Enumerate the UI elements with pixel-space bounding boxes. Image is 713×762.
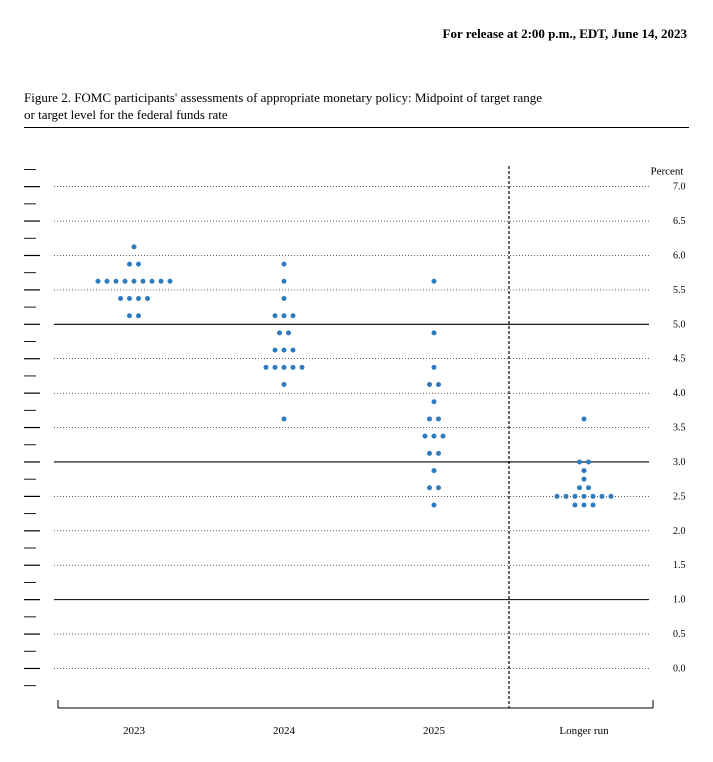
dot [423, 434, 428, 439]
x-tick-label: 2024 [273, 725, 296, 737]
y-tick-label: 4.0 [673, 388, 686, 399]
dot [282, 279, 287, 284]
dot-plot-chart: 0.0 0.5 1.0 1.5 2.0 2.5 3.0 3.5 4.0 4.5 5.0 5.5 6.0 6… [24, 156, 689, 746]
y-tick-label: 1.5 [673, 560, 686, 571]
dot [282, 262, 287, 267]
dot [264, 365, 269, 370]
y-tick-label: 2.5 [673, 492, 686, 503]
page: For release at 2:00 p.m., EDT, June 14, … [0, 0, 713, 762]
dot [105, 279, 110, 284]
x-tick-label: 2025 [423, 725, 446, 737]
dot [273, 365, 278, 370]
dot [145, 296, 150, 301]
dot [582, 477, 587, 482]
y-tick-label: 5.0 [673, 320, 686, 331]
dot [132, 245, 137, 250]
y-tick-label: 7.0 [673, 182, 686, 193]
dot [427, 417, 432, 422]
dot [591, 503, 596, 508]
dot [432, 399, 437, 404]
dot [282, 296, 287, 301]
dot [286, 331, 291, 336]
figure-caption: Figure 2. FOMC participants' assessments… [24, 90, 689, 123]
chart-svg: 0.0 0.5 1.0 1.5 2.0 2.5 3.0 3.5 4.0 4.5 5.0 5.5 6.0 6… [24, 156, 689, 746]
y-tick-label: 4.5 [673, 354, 686, 365]
dot [441, 434, 446, 439]
dot [573, 494, 578, 499]
dot [432, 468, 437, 473]
dot [118, 296, 123, 301]
dot [96, 279, 101, 284]
dot [132, 279, 137, 284]
dot [282, 313, 287, 318]
dot [555, 494, 560, 499]
y-tick-label: 1.0 [673, 595, 686, 606]
dot [436, 382, 441, 387]
dot [427, 486, 432, 491]
dot [577, 486, 582, 491]
dot [123, 279, 128, 284]
dot [586, 460, 591, 465]
dot [282, 348, 287, 353]
dot [582, 494, 587, 499]
dot [291, 313, 296, 318]
dot [136, 262, 141, 267]
dot [432, 434, 437, 439]
y-tick-label: 3.0 [673, 457, 686, 468]
dot [114, 279, 119, 284]
x-tick-label: Longer run [559, 725, 609, 737]
dot [141, 279, 146, 284]
dot [586, 486, 591, 491]
dot [436, 486, 441, 491]
dot [273, 313, 278, 318]
dot [277, 331, 282, 336]
dot [432, 503, 437, 508]
dot [291, 348, 296, 353]
dot [582, 503, 587, 508]
release-line: For release at 2:00 p.m., EDT, June 14, … [24, 26, 689, 42]
dot [432, 279, 437, 284]
x-tick-label: 2023 [123, 725, 146, 737]
dot [150, 279, 155, 284]
figure-rule [24, 127, 689, 128]
y-tick-label: 3.5 [673, 423, 686, 434]
dot [282, 382, 287, 387]
y-tick-label: 5.5 [673, 285, 686, 296]
dot [127, 262, 132, 267]
dot [168, 279, 173, 284]
dot [127, 313, 132, 318]
dot [577, 460, 582, 465]
dot [282, 365, 287, 370]
dot [591, 494, 596, 499]
dot [291, 365, 296, 370]
dot [127, 296, 132, 301]
dot [582, 417, 587, 422]
figure-caption-line1: Figure 2. FOMC participants' assessments… [24, 90, 542, 105]
y-tick-label: 6.0 [673, 251, 686, 262]
y-axis-label: Percent [651, 166, 684, 178]
dot [564, 494, 569, 499]
dot [432, 331, 437, 336]
y-tick-label: 0.0 [673, 664, 686, 675]
dot [573, 503, 578, 508]
dot [136, 313, 141, 318]
y-tick-label: 0.5 [673, 629, 686, 640]
dot [136, 296, 141, 301]
dot [432, 365, 437, 370]
dot [282, 417, 287, 422]
dot [159, 279, 164, 284]
dot [273, 348, 278, 353]
figure-caption-line2: or target level for the federal funds ra… [24, 107, 228, 122]
dot [427, 451, 432, 456]
dot [436, 451, 441, 456]
dot [609, 494, 614, 499]
dot [600, 494, 605, 499]
dot [436, 417, 441, 422]
dot [300, 365, 305, 370]
dot [582, 468, 587, 473]
y-tick-label: 6.5 [673, 216, 686, 227]
dot [427, 382, 432, 387]
y-tick-label: 2.0 [673, 526, 686, 537]
